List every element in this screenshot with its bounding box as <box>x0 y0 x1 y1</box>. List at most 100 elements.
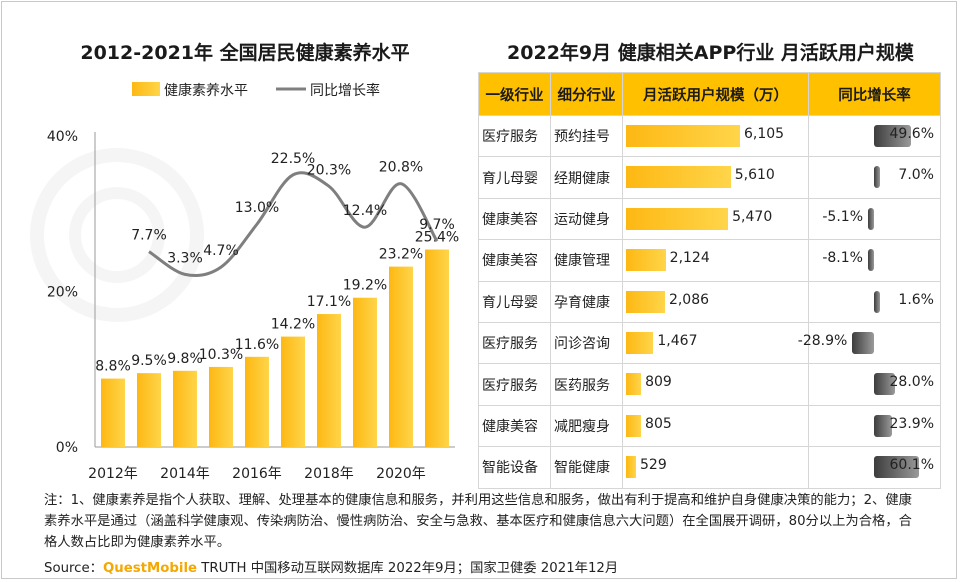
x-tick-label: 2020年 <box>376 466 426 482</box>
growth-value: -8.1% <box>822 250 863 267</box>
health-literacy-chart: 0% 20% 40% 健康素养水平 同比增长率 8.8% 9.5% 9.8%10.3%11.6… <box>47 82 459 482</box>
table-header-row: 一级行业 细分行业 月活跃用户规模（万） 同比增长率 <box>478 72 941 116</box>
source-rest: TRUTH 中国移动互联网数据库 2022年9月；国家卫健委 2021年12月 <box>197 561 619 576</box>
mau-value: 1,467 <box>657 332 698 349</box>
mau-value: 805 <box>645 415 672 432</box>
table-row: 健康美容 健康管理 2,124 -8.1% <box>478 239 941 282</box>
mau-value: 2,124 <box>669 250 710 267</box>
mau-value: 6,105 <box>744 126 785 142</box>
growth-bar <box>874 290 880 313</box>
growth-value: -28.9% <box>797 332 848 349</box>
cell-mau: 529 <box>622 446 809 489</box>
cell-industry: 医疗服务 <box>478 321 551 365</box>
cell-sub-industry: 预约挂号 <box>550 114 623 158</box>
x-tick-label: 2018年 <box>304 466 354 482</box>
cell-industry: 智能设备 <box>478 446 551 489</box>
growth-value: 7.0% <box>898 167 934 184</box>
source-prefix: Source： <box>44 561 103 576</box>
bar-2016 <box>245 356 269 447</box>
bar-label-2012: 8.8% <box>95 359 131 375</box>
cell-mau: 1,467 <box>622 321 809 365</box>
cell-mau: 809 <box>622 363 809 406</box>
bar-label-2019: 19.2% <box>343 278 387 294</box>
growth-value: 49.6% <box>889 126 934 142</box>
source-line: Source：QuestMobile TRUTH 中国移动互联网数据库 2022… <box>44 557 618 576</box>
mau-value: 2,086 <box>668 291 710 308</box>
mau-value: 809 <box>645 374 672 391</box>
cell-mau: 5,610 <box>622 156 809 199</box>
legend-label-line: 同比增长率 <box>310 82 380 99</box>
growth-rate-line <box>148 171 439 278</box>
y-tick-label: 0% <box>56 440 78 456</box>
bar-2013 <box>137 373 161 447</box>
table-row: 医疗服务 预约挂号 6,105 49.6% <box>478 114 941 158</box>
bar-2021 <box>425 249 449 447</box>
growth-value: 23.9% <box>889 415 934 432</box>
growth-bar <box>874 125 912 147</box>
cell-growth: 1.6% <box>808 280 941 323</box>
cell-growth: -28.9% <box>798 321 941 365</box>
mau-bar <box>626 125 740 147</box>
cell-sub-industry: 智能健康 <box>550 446 623 489</box>
line-label-2016: 13.0% <box>235 200 279 216</box>
table-row: 育儿母婴 经期健康 5,610 7.0% <box>478 156 941 199</box>
table-row: 医疗服务 问诊咨询 1,467 -28.9% <box>478 321 941 365</box>
y-tick-label: 40% <box>47 129 78 145</box>
bar-label-2021: 25.4% <box>415 230 459 246</box>
bar-2019 <box>353 297 377 447</box>
right-chart-title: 2022年9月 健康相关APP行业 月活跃用户规模 <box>507 42 914 64</box>
bar-label-2020: 23.2% <box>379 247 423 263</box>
cell-mau: 5,470 <box>622 197 809 241</box>
cell-industry: 健康美容 <box>478 404 551 448</box>
mau-bar <box>626 414 642 437</box>
bar-label-2017: 14.2% <box>271 317 315 333</box>
bar-2015 <box>209 366 233 447</box>
cell-mau: 6,105 <box>622 114 809 158</box>
mau-bar <box>626 207 729 230</box>
table-row: 健康美容 运动健身 5,470 -5.1% <box>478 197 941 241</box>
column-header-2: 月活跃用户规模（万） <box>622 72 809 116</box>
bar-label-2018: 17.1% <box>307 294 351 310</box>
cell-industry: 育儿母婴 <box>478 156 551 199</box>
cell-mau: 2,086 <box>622 280 809 323</box>
line-label-2014: 3.3% <box>167 250 203 266</box>
table-row: 健康美容 减肥瘦身 805 23.9% <box>478 404 941 448</box>
growth-value: -5.1% <box>822 208 863 225</box>
bar-2012 <box>101 378 125 447</box>
legend-label-bar: 健康素养水平 <box>164 82 248 99</box>
footnote: 注：1、健康素养是指个人获取、理解、处理基本的健康信息和服务，并利用这些信息和服… <box>44 493 912 550</box>
bar-label-2015: 10.3% <box>199 347 243 363</box>
mau-bar <box>626 249 666 272</box>
line-label-2013: 7.7% <box>131 228 167 244</box>
cell-growth: 7.0% <box>808 156 941 199</box>
x-tick-label: 2012年 <box>88 466 138 482</box>
cell-industry: 医疗服务 <box>478 363 551 406</box>
mau-bar <box>626 331 654 354</box>
bar-2020 <box>389 266 413 447</box>
x-tick-label: 2016年 <box>232 466 282 482</box>
growth-bar <box>874 166 880 189</box>
cell-industry: 健康美容 <box>478 197 551 241</box>
growth-bar <box>867 249 874 272</box>
growth-bar <box>868 207 874 230</box>
x-tick-label: 2014年 <box>160 466 210 482</box>
line-label-2015: 4.7% <box>203 243 239 259</box>
cell-industry: 健康美容 <box>478 239 551 282</box>
cell-sub-industry: 运动健身 <box>550 197 623 241</box>
source-brand: QuestMobile <box>102 561 198 576</box>
cell-sub-industry: 健康管理 <box>550 239 623 282</box>
mau-value: 5,470 <box>732 208 773 225</box>
growth-bar <box>874 373 895 396</box>
y-tick-label: 20% <box>47 285 78 301</box>
left-chart-title: 2012-2021年 全国居民健康素养水平 <box>80 42 410 64</box>
cell-mau: 2,124 <box>622 239 809 282</box>
cell-industry: 育儿母婴 <box>478 280 551 323</box>
bar-label-2013: 9.5% <box>131 353 167 369</box>
growth-value: 28.0% <box>889 374 934 391</box>
cell-industry: 医疗服务 <box>478 114 551 158</box>
cell-growth: 23.9% <box>808 404 941 448</box>
growth-bar <box>874 456 920 479</box>
cell-sub-industry: 减肥瘦身 <box>550 404 623 448</box>
mau-bar <box>626 456 636 479</box>
